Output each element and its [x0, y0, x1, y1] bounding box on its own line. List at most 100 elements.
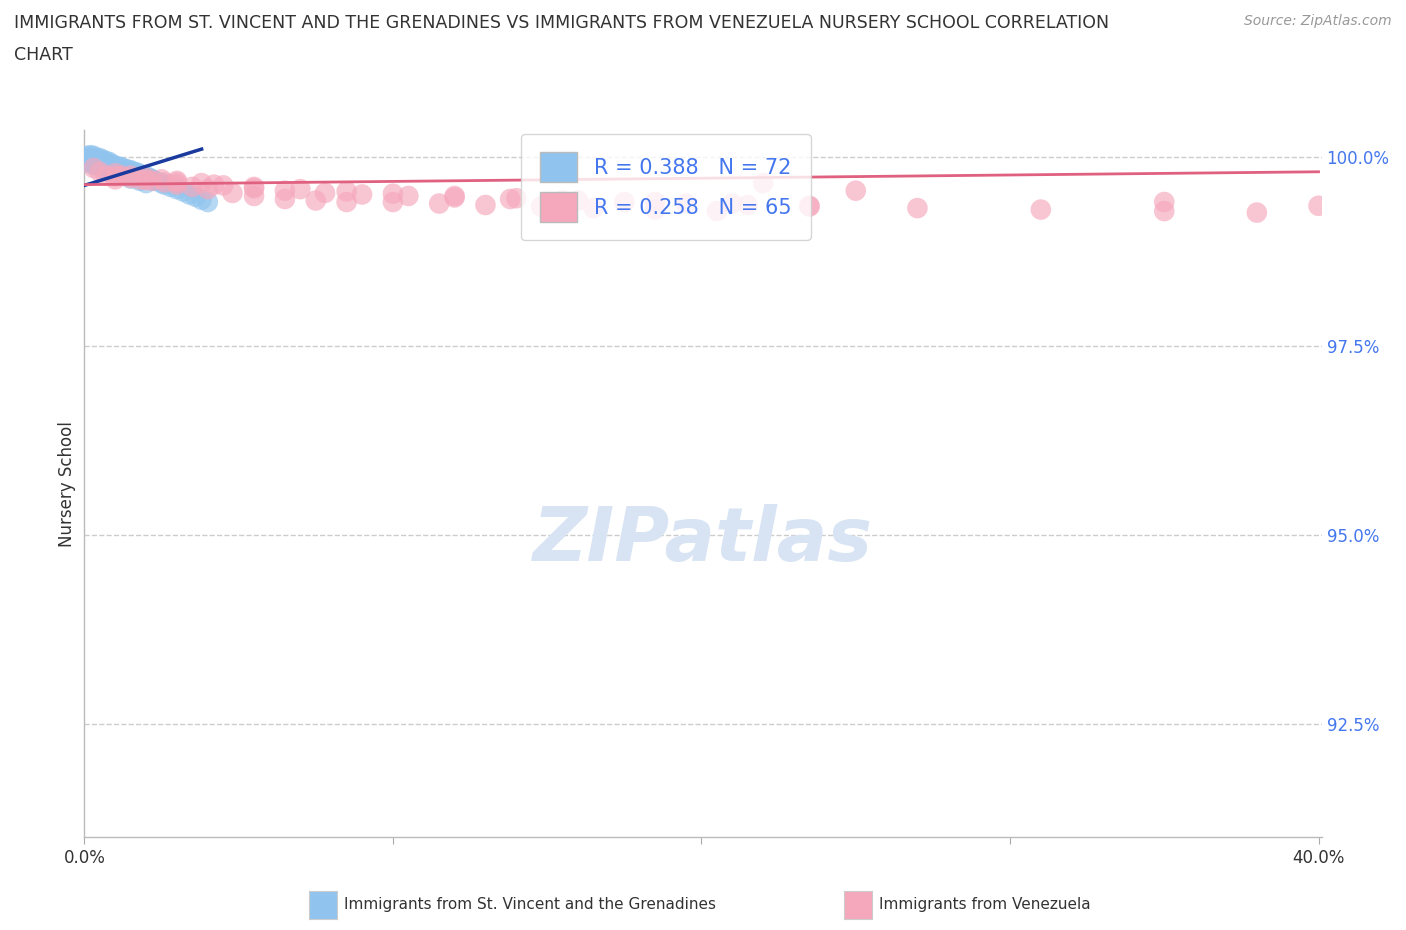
Point	[159, 179, 181, 194]
Point	[86, 151, 108, 166]
Point	[86, 156, 108, 171]
Point	[1153, 204, 1175, 219]
Point	[243, 181, 266, 196]
Y-axis label: Nursery School: Nursery School	[58, 420, 76, 547]
Point	[94, 157, 117, 172]
Point	[135, 173, 157, 188]
Point	[76, 149, 98, 164]
Point	[150, 172, 173, 187]
Point	[83, 154, 105, 169]
Point	[1308, 198, 1330, 213]
Point	[120, 168, 142, 183]
Point	[381, 194, 404, 209]
Point	[138, 170, 160, 185]
Point	[336, 194, 359, 209]
Point	[83, 161, 105, 176]
Point	[184, 190, 207, 205]
Point	[120, 166, 142, 180]
Point	[305, 193, 328, 208]
Point	[582, 201, 605, 216]
Point	[120, 163, 142, 178]
Point	[427, 196, 450, 211]
Point	[443, 189, 465, 204]
Point	[83, 157, 105, 172]
Point	[153, 175, 176, 190]
Point	[89, 158, 111, 173]
Point	[110, 168, 132, 183]
Point	[86, 153, 108, 168]
Point	[86, 157, 108, 172]
Point	[125, 166, 148, 180]
Point	[721, 196, 744, 211]
Point	[274, 183, 297, 198]
Point	[79, 148, 101, 163]
Point	[120, 170, 142, 185]
Point	[76, 155, 98, 170]
Point	[1246, 206, 1268, 220]
Point	[104, 161, 127, 176]
Point	[79, 153, 101, 167]
Point	[83, 152, 105, 166]
Point	[706, 204, 728, 219]
Point	[1153, 194, 1175, 209]
Point	[89, 158, 111, 173]
Point	[104, 172, 127, 187]
Point	[190, 176, 212, 191]
Point	[89, 157, 111, 172]
Point	[141, 172, 163, 187]
Point	[83, 149, 105, 164]
Text: Source: ZipAtlas.com: Source: ZipAtlas.com	[1244, 14, 1392, 28]
Point	[114, 165, 136, 179]
Point	[274, 192, 297, 206]
Point	[114, 168, 136, 183]
Point	[129, 166, 152, 181]
Point	[141, 173, 163, 188]
Point	[567, 193, 589, 208]
Point	[172, 184, 194, 199]
Point	[153, 178, 176, 193]
Point	[89, 153, 111, 168]
Point	[474, 197, 496, 212]
Point	[179, 187, 201, 202]
Point	[107, 159, 129, 174]
Point	[221, 185, 243, 200]
Point	[737, 197, 759, 212]
Text: ZIPatlas: ZIPatlas	[533, 504, 873, 577]
Legend: R = 0.388   N = 72, R = 0.258   N = 65: R = 0.388 N = 72, R = 0.258 N = 65	[522, 134, 810, 241]
Point	[135, 176, 157, 191]
Point	[98, 157, 121, 172]
Point	[166, 175, 188, 190]
Point	[91, 153, 114, 167]
Point	[83, 154, 105, 169]
Point	[94, 168, 117, 183]
Point	[83, 154, 105, 169]
Point	[243, 189, 266, 204]
Point	[107, 162, 129, 177]
Point	[110, 160, 132, 175]
Point	[336, 184, 359, 199]
Point	[132, 168, 155, 183]
Point	[290, 181, 312, 196]
Point	[907, 201, 929, 216]
Point	[79, 151, 101, 166]
Point	[117, 162, 139, 177]
Text: Immigrants from Venezuela: Immigrants from Venezuela	[879, 897, 1091, 912]
Point	[76, 153, 98, 168]
Point	[530, 199, 553, 214]
Point	[150, 176, 173, 191]
Point	[551, 193, 574, 208]
Point	[613, 194, 636, 209]
Point	[107, 166, 129, 180]
Point	[243, 179, 266, 194]
Point	[135, 169, 157, 184]
Point	[104, 169, 127, 184]
Point	[396, 189, 419, 204]
Point	[505, 191, 527, 206]
Point	[86, 157, 108, 172]
Point	[166, 178, 188, 193]
Point	[101, 160, 124, 175]
Point	[381, 186, 404, 201]
Point	[114, 161, 136, 176]
Text: CHART: CHART	[14, 46, 73, 64]
Point	[752, 176, 775, 191]
